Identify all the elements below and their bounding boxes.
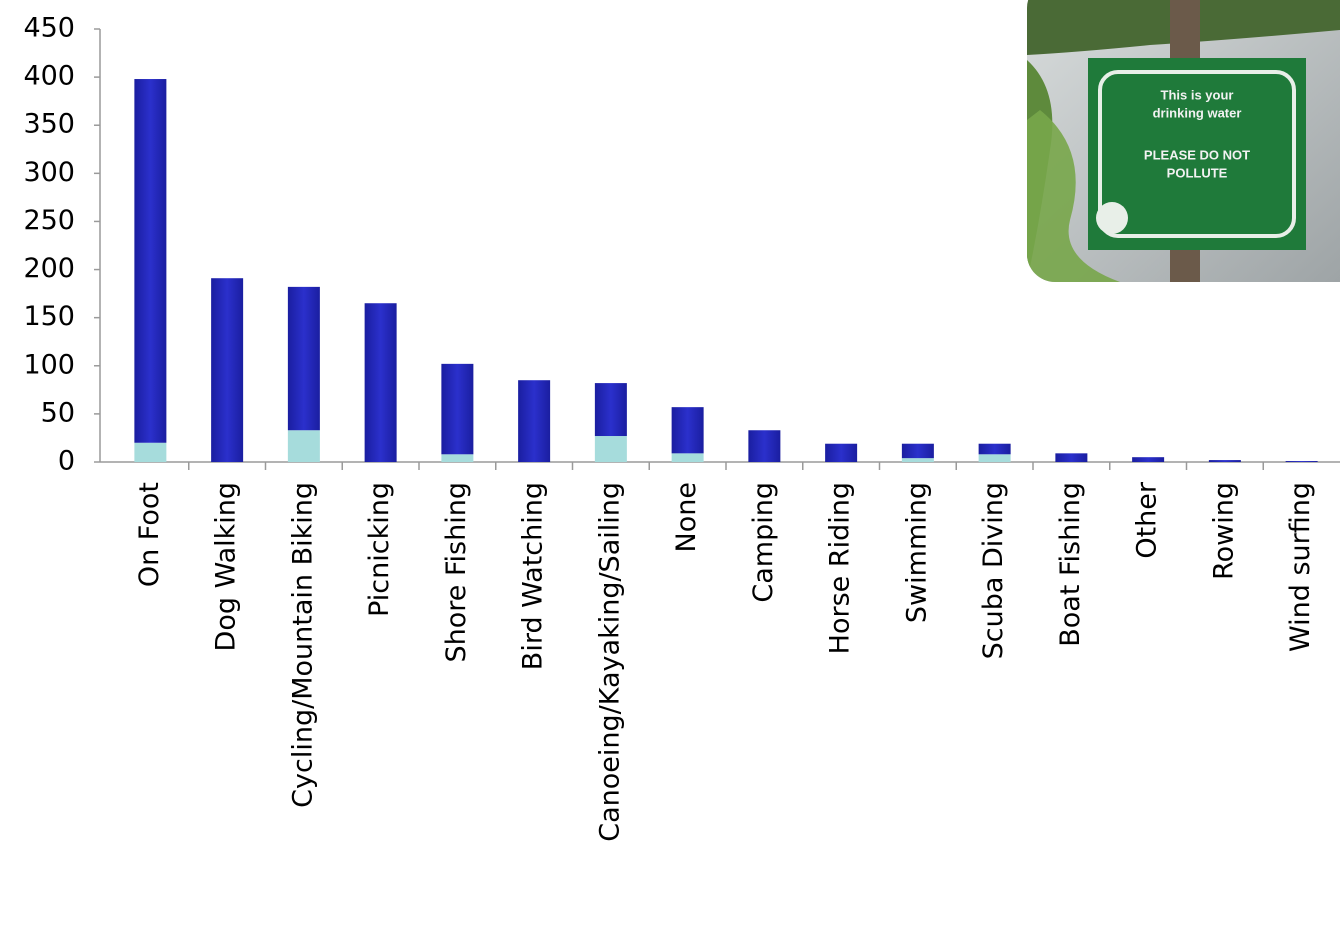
bar-segment bbox=[901, 443, 934, 459]
x-tick-label: Scuba Diving bbox=[978, 482, 1009, 659]
bar-segment bbox=[978, 454, 1011, 462]
bar-segment bbox=[134, 79, 167, 443]
bar-segment bbox=[748, 430, 781, 462]
sign-text: PLEASE DO NOT bbox=[1144, 147, 1250, 162]
x-tick-label: Canoeing/Kayaking/Sailing bbox=[594, 482, 625, 842]
x-tick-label: None bbox=[671, 482, 702, 552]
x-tick-label: Rowing bbox=[1208, 482, 1239, 580]
y-tick-label: 0 bbox=[58, 446, 75, 477]
bar-segment bbox=[211, 278, 244, 462]
bar-segment bbox=[901, 458, 934, 462]
y-tick-label: 150 bbox=[23, 301, 75, 332]
x-tick-label: Shore Fishing bbox=[441, 482, 472, 662]
bar-segment bbox=[134, 442, 167, 462]
y-tick-label: 200 bbox=[23, 253, 75, 284]
y-tick-label: 50 bbox=[41, 397, 75, 428]
x-tick-label: Camping bbox=[748, 482, 779, 603]
bar-segment bbox=[671, 407, 704, 454]
x-tick-label: Dog Walking bbox=[211, 482, 242, 651]
bar-segment bbox=[287, 430, 320, 462]
sign-text: This is your bbox=[1161, 87, 1234, 102]
x-tick-label: Picnicking bbox=[364, 482, 395, 617]
y-tick-label: 450 bbox=[23, 13, 75, 44]
x-tick-label: Cycling/Mountain Biking bbox=[287, 482, 318, 808]
bar-segment bbox=[594, 383, 627, 437]
bar-segment bbox=[1055, 453, 1088, 462]
bar-segment bbox=[441, 454, 474, 462]
bar-segment bbox=[1208, 460, 1241, 462]
y-tick-label: 350 bbox=[23, 109, 75, 140]
bar-segment bbox=[441, 363, 474, 455]
photo: This is your drinking water PLEASE DO NO… bbox=[1027, 0, 1340, 282]
y-tick-label: 400 bbox=[23, 61, 75, 92]
bar-segment bbox=[518, 380, 551, 462]
bar-segment bbox=[364, 303, 397, 462]
bar-segment bbox=[671, 453, 704, 462]
bar-segment bbox=[287, 286, 320, 431]
sign-text: POLLUTE bbox=[1167, 165, 1228, 180]
sign-text: drinking water bbox=[1153, 105, 1242, 120]
x-tick-label: Boat Fishing bbox=[1055, 482, 1086, 647]
bar-segment bbox=[1285, 461, 1318, 462]
y-tick-label: 300 bbox=[23, 157, 75, 188]
y-tick-label: 100 bbox=[23, 349, 75, 380]
bar-segment bbox=[1132, 457, 1165, 462]
y-tick-label: 250 bbox=[23, 205, 75, 236]
x-tick-label: Horse Riding bbox=[825, 482, 856, 654]
x-tick-label: Wind surfing bbox=[1285, 482, 1316, 652]
bar-segment bbox=[825, 443, 858, 462]
x-tick-label: Bird Watching bbox=[518, 482, 549, 670]
x-tick-label: On Foot bbox=[134, 482, 165, 587]
bar-segment bbox=[594, 436, 627, 462]
x-tick-label: Other bbox=[1132, 481, 1163, 559]
x-tick-label: Swimming bbox=[901, 482, 932, 623]
bar-segment bbox=[978, 443, 1011, 455]
